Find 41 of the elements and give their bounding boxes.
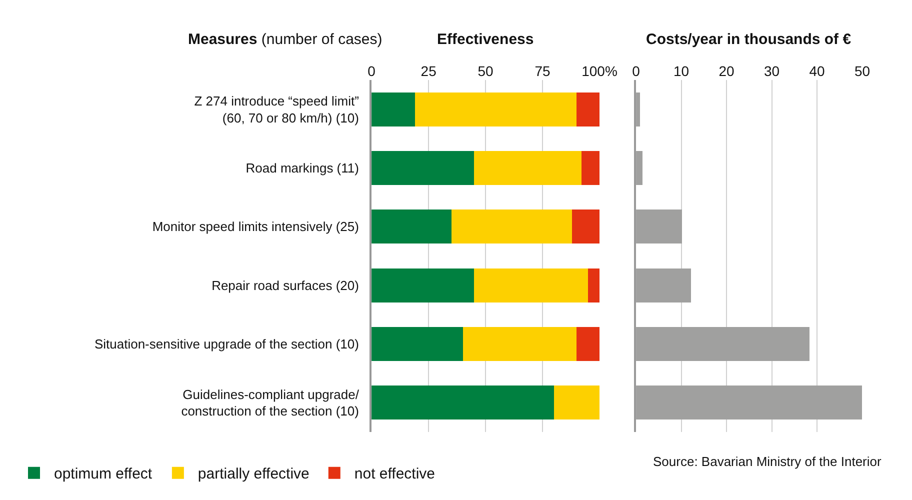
y-tick-label: Monitor speed limits intensively (25) — [152, 219, 359, 234]
x-tick-label: 30 — [764, 63, 780, 80]
bar — [588, 268, 600, 302]
bar — [414, 92, 577, 126]
bar — [451, 210, 572, 244]
bar — [576, 326, 600, 362]
bar — [372, 92, 415, 126]
legend-label: not effective — [354, 466, 436, 483]
y-tick-label: Guidelines-compliant upgrade/ construction of the section (10) — [181, 386, 360, 419]
y-axis-title: Measures (number of cases) — [188, 31, 382, 48]
x-tick-label: 20 — [718, 63, 735, 80]
y-tick-label: Situation-sensitive upgrade of the section (10) — [94, 336, 359, 352]
x-tick-label: 25 — [420, 63, 437, 80]
bar — [581, 150, 600, 186]
bar — [372, 326, 463, 362]
y-tick-label: Z 274 introduce “speed limit” (60, 70 or 80 km/h) (10) — [194, 93, 359, 126]
bar — [474, 150, 582, 186]
bar — [576, 92, 600, 126]
bar — [372, 150, 474, 186]
y-tick-label: Road markings (11) — [246, 160, 359, 176]
bar — [372, 268, 474, 302]
bar — [572, 210, 600, 244]
bar — [474, 268, 588, 302]
x-tick-label: 100% — [582, 63, 618, 80]
y-tick-label: Repair road surfaces (20) — [212, 278, 359, 293]
x-tick-label: 50 — [854, 63, 870, 80]
legend-label: optimum effect — [54, 466, 153, 483]
bar — [372, 210, 452, 244]
x-tick-label: 0 — [368, 63, 376, 80]
x-tick-label: 0 — [632, 63, 640, 80]
x-tick-label: 40 — [809, 63, 826, 80]
x-tick-label: 50 — [478, 63, 494, 80]
bar — [554, 386, 600, 420]
bar — [462, 326, 577, 362]
source-note: Source: Bavarian Ministry of the Interior — [653, 454, 882, 469]
legend-label: partially effective — [198, 466, 310, 483]
chart-title: Effectiveness — [437, 31, 534, 48]
bar — [372, 386, 554, 420]
x-tick-label: 10 — [674, 63, 690, 80]
x-tick-label: 75 — [534, 63, 551, 80]
chart-title: Costs/year in thousands of € — [646, 31, 852, 48]
